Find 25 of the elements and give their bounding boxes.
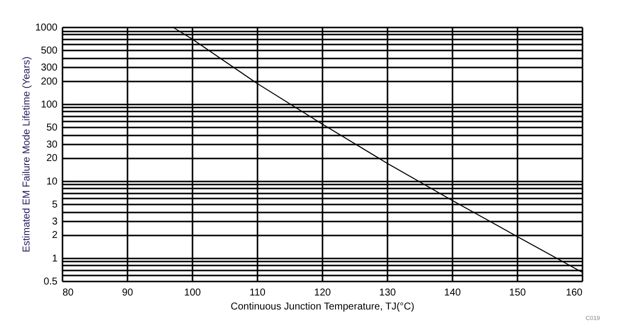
y-tick-label: 50 — [46, 122, 58, 134]
y-tick-label: 10 — [46, 176, 58, 188]
x-tick-label: 100 — [184, 288, 202, 298]
y-tick-label: 0.5 — [44, 276, 58, 288]
y-tick-label: 500 — [40, 46, 58, 57]
x-tick-label: 80 — [62, 288, 74, 298]
y-tick-label: 200 — [40, 76, 58, 88]
y-tick-label: 2 — [52, 230, 58, 242]
y-tick-label: 1000 — [35, 22, 58, 34]
x-axis-title: Continuous Junction Temperature, TJ(°C) — [230, 302, 414, 312]
y-axis-title: Estimated EM Failure Mode Lifetime (Years) — [21, 56, 32, 252]
y-tick-label: 5 — [52, 200, 58, 211]
y-tick-label: 1 — [52, 253, 58, 264]
x-tick-label: 140 — [444, 288, 462, 298]
x-tick-label: 150 — [509, 288, 526, 298]
y-tick-label: 300 — [40, 62, 58, 74]
x-tick-label: 130 — [379, 288, 396, 298]
y-tick-label: 20 — [46, 153, 58, 164]
y-tick-label: 30 — [46, 140, 58, 151]
x-tick-label: 110 — [250, 288, 266, 298]
y-tick-label: 3 — [52, 216, 58, 228]
x-tick-label: 120 — [314, 288, 332, 298]
x-tick-label: 160 — [566, 288, 583, 298]
x-tick-label: 90 — [122, 288, 134, 298]
y-tick-label: 100 — [40, 99, 58, 110]
